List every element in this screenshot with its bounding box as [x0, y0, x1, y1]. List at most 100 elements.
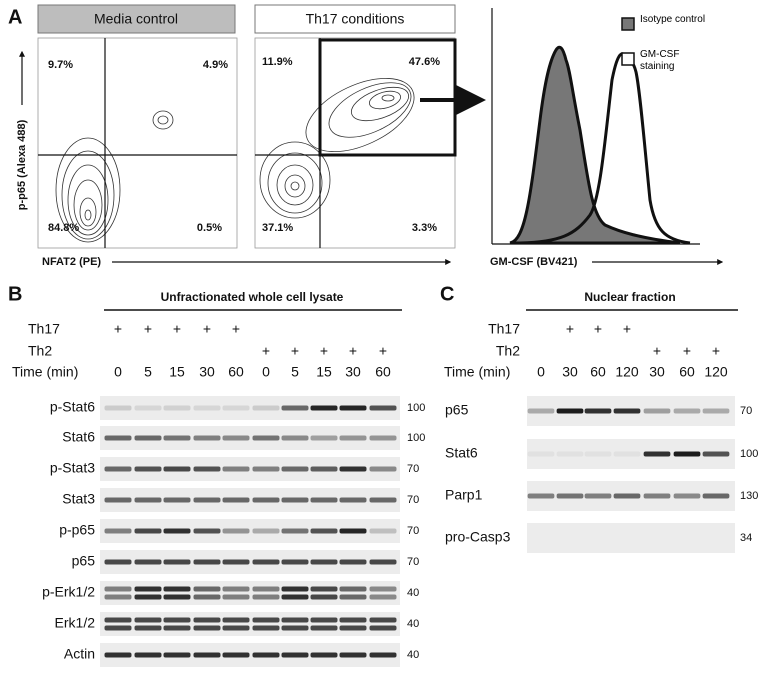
- time-label: 0: [262, 364, 270, 380]
- quadrant-value: 9.7%: [48, 59, 73, 71]
- band: [702, 408, 730, 414]
- molecular-weight: 70: [407, 525, 419, 537]
- plot-title: Media control: [94, 11, 178, 27]
- quadrant-value: 4.9%: [203, 59, 228, 71]
- band: [281, 497, 309, 503]
- band: [339, 594, 367, 600]
- band: [252, 617, 280, 623]
- blot-label: Parp1: [445, 487, 483, 503]
- quadrant-value: 37.1%: [262, 222, 293, 234]
- band: [222, 405, 250, 411]
- band: [369, 586, 397, 592]
- y-axis-label: p-p65 (Alexa 488): [16, 119, 28, 210]
- band: [643, 451, 671, 457]
- time-label: 60: [590, 364, 606, 380]
- legend-text: GM-CSF staining: [640, 49, 680, 72]
- band: [252, 594, 280, 600]
- band: [310, 435, 338, 441]
- band: [252, 559, 280, 565]
- band: [222, 652, 250, 658]
- condition-mark: +: [653, 343, 661, 359]
- band: [702, 451, 730, 457]
- band: [702, 493, 730, 499]
- row-label: Th2: [496, 343, 520, 359]
- band: [193, 497, 221, 503]
- quadrant-value: 0.5%: [197, 222, 222, 234]
- band: [163, 617, 191, 623]
- time-label: 15: [169, 364, 185, 380]
- band: [281, 652, 309, 658]
- band: [222, 435, 250, 441]
- x-axis-label: GM-CSF (BV421): [490, 256, 578, 268]
- quadrant-value: 84.8%: [48, 222, 79, 234]
- band: [310, 594, 338, 600]
- molecular-weight: 34: [740, 532, 752, 544]
- band: [281, 617, 309, 623]
- panel-label: C: [440, 283, 454, 305]
- condition-mark: +: [594, 321, 602, 337]
- band: [584, 451, 612, 457]
- band: [104, 466, 132, 472]
- band: [163, 405, 191, 411]
- band: [134, 625, 162, 631]
- band: [369, 435, 397, 441]
- time-label: 30: [199, 364, 215, 380]
- condition-mark: +: [144, 321, 152, 337]
- band: [222, 625, 250, 631]
- band: [673, 451, 701, 457]
- band: [369, 559, 397, 565]
- condition-mark: +: [379, 343, 387, 359]
- band: [163, 435, 191, 441]
- condition-mark: +: [683, 343, 691, 359]
- condition-mark: +: [349, 343, 357, 359]
- blot-label: p-p65: [59, 522, 95, 538]
- band: [193, 466, 221, 472]
- molecular-weight: 100: [407, 402, 425, 414]
- band: [369, 528, 397, 534]
- band: [310, 405, 338, 411]
- row-label: Time (min): [12, 364, 78, 380]
- band: [556, 408, 584, 414]
- band: [310, 559, 338, 565]
- panel-label: B: [8, 283, 22, 305]
- band: [613, 408, 641, 414]
- band: [252, 466, 280, 472]
- plot-title-box: [254, 4, 456, 34]
- blot-label: Actin: [64, 646, 95, 662]
- band: [222, 497, 250, 503]
- band: [134, 617, 162, 623]
- time-label: 5: [291, 364, 299, 380]
- molecular-weight: 100: [740, 448, 758, 460]
- band: [643, 493, 671, 499]
- quadrant-value: 47.6%: [409, 56, 440, 68]
- band: [339, 652, 367, 658]
- molecular-weight: 40: [407, 649, 419, 661]
- band: [104, 497, 132, 503]
- band: [252, 528, 280, 534]
- band: [613, 451, 641, 457]
- row-label: Th17: [488, 321, 520, 337]
- band: [369, 497, 397, 503]
- row-label: Time (min): [444, 364, 510, 380]
- band: [369, 594, 397, 600]
- blot-label: Erk1/2: [55, 615, 96, 631]
- molecular-weight: 100: [407, 432, 425, 444]
- band: [193, 559, 221, 565]
- flow-plot: [37, 37, 238, 249]
- band: [281, 405, 309, 411]
- condition-mark: +: [320, 343, 328, 359]
- band: [527, 493, 555, 499]
- band: [369, 625, 397, 631]
- band: [163, 528, 191, 534]
- band: [134, 466, 162, 472]
- band: [222, 617, 250, 623]
- plot-title-box: [37, 4, 236, 34]
- band: [134, 435, 162, 441]
- band: [252, 652, 280, 658]
- band: [193, 528, 221, 534]
- legend-entry: GM-CSF staining: [640, 49, 680, 72]
- condition-mark: +: [712, 343, 720, 359]
- band: [281, 528, 309, 534]
- band: [163, 594, 191, 600]
- band: [556, 451, 584, 457]
